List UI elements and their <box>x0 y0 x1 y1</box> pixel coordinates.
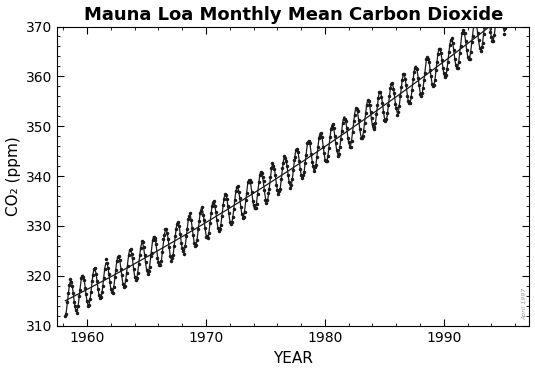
X-axis label: YEAR: YEAR <box>273 352 314 366</box>
Y-axis label: CO₂ (ppm): CO₂ (ppm) <box>5 136 20 216</box>
Text: April 1997: April 1997 <box>522 287 527 320</box>
Title: Mauna Loa Monthly Mean Carbon Dioxide: Mauna Loa Monthly Mean Carbon Dioxide <box>83 6 503 23</box>
